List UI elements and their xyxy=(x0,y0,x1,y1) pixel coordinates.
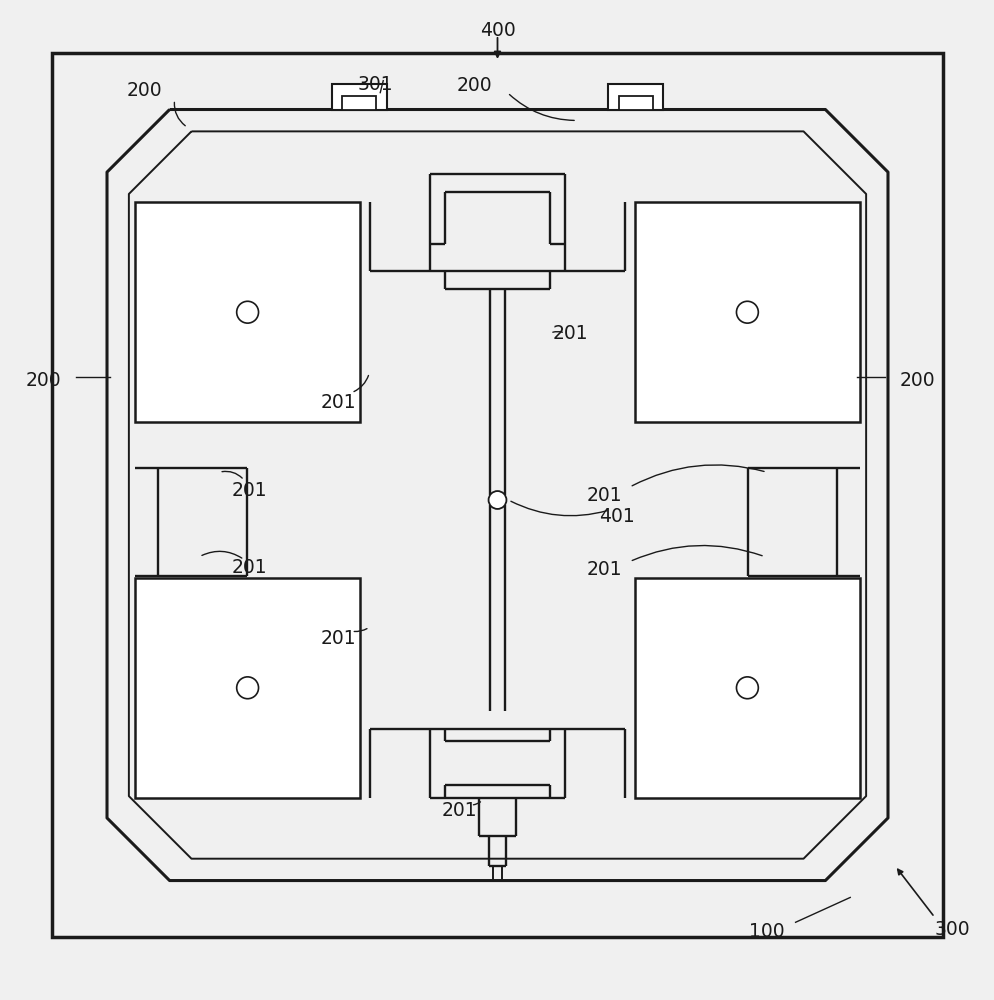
Circle shape xyxy=(736,677,757,699)
Text: 200: 200 xyxy=(456,76,492,95)
Text: 201: 201 xyxy=(586,560,622,579)
Text: 201: 201 xyxy=(586,486,622,505)
Text: 301: 301 xyxy=(357,75,393,94)
Text: 201: 201 xyxy=(320,393,356,412)
Circle shape xyxy=(237,301,258,323)
Bar xyxy=(607,84,663,110)
Text: 400: 400 xyxy=(479,21,515,40)
Bar xyxy=(634,578,859,798)
Bar xyxy=(634,202,859,422)
Text: 200: 200 xyxy=(26,371,61,390)
Text: 401: 401 xyxy=(598,507,634,526)
Bar xyxy=(135,202,360,422)
Bar xyxy=(618,96,652,110)
Bar xyxy=(342,96,376,110)
Circle shape xyxy=(237,677,258,699)
Text: 201: 201 xyxy=(441,801,477,820)
Circle shape xyxy=(736,301,757,323)
Text: 201: 201 xyxy=(231,481,266,500)
Bar xyxy=(53,53,941,937)
Text: 100: 100 xyxy=(748,922,784,941)
Text: 200: 200 xyxy=(899,371,934,390)
Text: 201: 201 xyxy=(552,324,587,343)
Bar xyxy=(135,578,360,798)
Text: 201: 201 xyxy=(320,629,356,648)
Bar xyxy=(331,84,387,110)
Text: 200: 200 xyxy=(127,81,162,100)
Text: 201: 201 xyxy=(231,558,266,577)
Circle shape xyxy=(488,491,506,509)
Text: 300: 300 xyxy=(933,920,969,939)
